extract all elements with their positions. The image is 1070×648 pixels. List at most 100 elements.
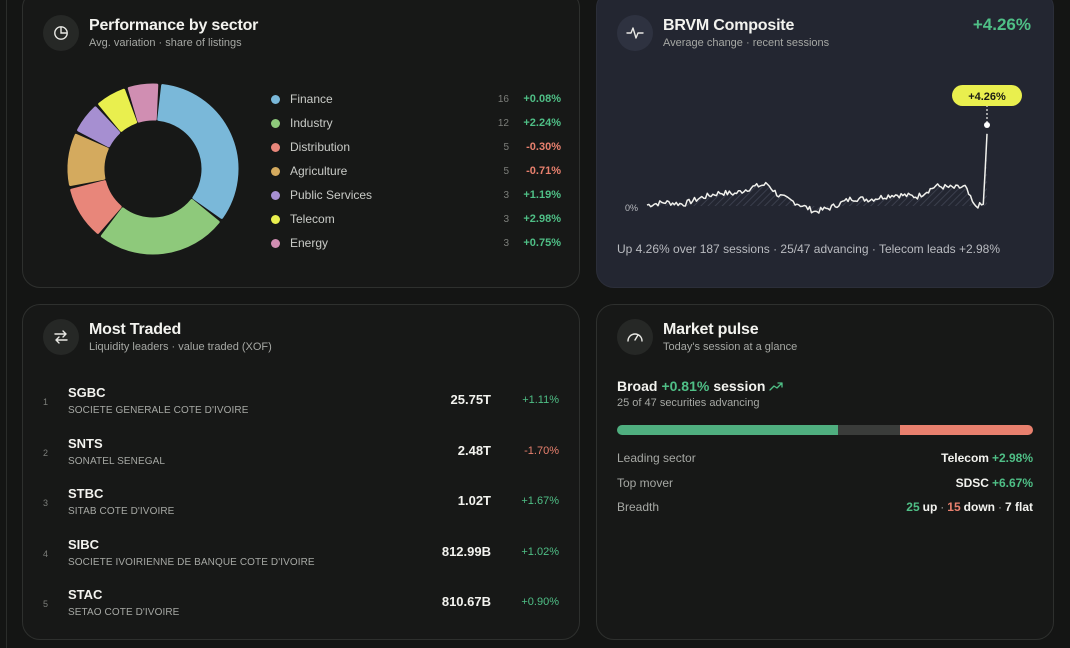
donut-slice-telecom[interactable] [98, 88, 138, 132]
breadth-down-count: 15 [947, 500, 961, 514]
sector-legend-row[interactable]: Telecom 3 +2.98% [271, 207, 561, 231]
market-pulse-card: Market pulse Today's session at a glance… [596, 304, 1054, 640]
traded-rank: 3 [43, 498, 49, 508]
sector-count: 12 [497, 117, 509, 129]
donut-slice-public-services[interactable] [77, 106, 121, 148]
sector-legend: Finance 16 +0.08% Industry 12 +2.24% Distribut… [271, 87, 561, 255]
traded-company-name: SITAB COTE D'IVOIRE [68, 506, 175, 517]
traded-card-subtitle: Liquidity leaders · value traded (XOF) [89, 341, 272, 353]
tooltip-badge [952, 85, 1022, 106]
brvm-sparkline[interactable]: 0% +4.26% [597, 0, 1054, 288]
sector-change: +1.19% [523, 189, 561, 201]
breadth-bar [617, 425, 1033, 435]
sector-legend-row[interactable]: Public Services 3 +1.19% [271, 183, 561, 207]
traded-rank: 1 [43, 397, 49, 407]
breadth-down-word: down [963, 500, 995, 514]
sector-count: 3 [503, 189, 509, 201]
pulse-card-header: Market pulse Today's session at a glance [617, 319, 797, 355]
session-headline-pre: Broad [617, 378, 658, 394]
breadth-sep-2: · [997, 500, 1002, 514]
sector-legend-row[interactable]: Distribution 5 -0.30% [271, 135, 561, 159]
sector-legend-row[interactable]: Finance 16 +0.08% [271, 87, 561, 111]
traded-value: 1.02T [457, 493, 491, 508]
legend-dot [271, 94, 280, 104]
sector-change: +0.75% [523, 237, 561, 249]
breadth-flat: 7 flat [1004, 500, 1033, 514]
brvm-composite-card: BRVM Composite Average change · recent s… [596, 0, 1054, 288]
sector-name: Finance [290, 92, 333, 106]
breadth-up-count: 25 [906, 500, 920, 514]
sector-donut-chart [67, 83, 239, 255]
left-edge-divider [6, 0, 7, 648]
sector-change: +0.08% [523, 93, 561, 105]
donut-slice-distribution[interactable] [70, 180, 122, 234]
traded-change: +1.67% [521, 495, 559, 507]
sector-count: 3 [503, 213, 509, 225]
sector-count: 3 [503, 237, 509, 249]
traded-rank: 4 [43, 548, 49, 559]
top-mover-label: Top mover [617, 476, 674, 490]
sector-count: 16 [497, 93, 509, 105]
traded-change: +0.90% [521, 596, 559, 608]
breadth-bar-flat [838, 425, 901, 435]
sector-legend-row[interactable]: Energy 3 +0.75% [271, 231, 561, 255]
leading-sector-name: Telecom [941, 451, 989, 465]
leading-sector-label: Leading sector [617, 451, 696, 465]
most-traded-card: Most Traded Liquidity leaders · value tr… [22, 304, 580, 640]
traded-change: +1.11% [522, 394, 559, 406]
brvm-change-value: +4.26% [972, 15, 1031, 34]
tooltip-text: +4.26% [968, 91, 1006, 103]
traded-symbol: SNTS [68, 435, 103, 451]
breadth-value: 25 up · 15 down · 7 flat [903, 500, 1033, 514]
brvm-card-header: BRVM Composite Average change · recent s… [617, 15, 829, 51]
breadth-bar-down [900, 425, 1033, 435]
traded-row[interactable]: 5 STAC SETAO COTE D'IVOIRE 810.67B +0.90% [23, 583, 579, 633]
session-headline-change: +0.81% [661, 378, 710, 394]
sector-name: Public Services [290, 188, 373, 202]
traded-value: 2.48T [457, 442, 491, 458]
sector-name: Distribution [290, 140, 351, 154]
sector-name: Industry [290, 116, 333, 130]
donut-slice-industry[interactable] [100, 199, 220, 255]
top-mover-value: SDSC +6.67% [953, 476, 1033, 490]
sector-legend-row[interactable]: Industry 12 +2.24% [271, 111, 561, 135]
traded-symbol: STAC [68, 587, 103, 602]
swap-arrows-icon [43, 319, 79, 355]
traded-rank: 2 [43, 447, 49, 458]
traded-row[interactable]: 2 SNTS SONATEL SENEGAL 2.48T -1.70% [23, 432, 579, 482]
traded-value: 25.75T [450, 392, 491, 407]
traded-row[interactable]: 4 SIBC SOCIETE IVOIRIENNE DE BANQUE COTE D… [23, 533, 579, 583]
brvm-footer-summary: Up 4.26% over 187 sessions · 25/47 advan… [617, 242, 1001, 256]
legend-dot [271, 238, 280, 248]
sector-card-header: Performance by sector Avg. variation · s… [43, 15, 258, 51]
traded-symbol: SIBC [68, 536, 100, 552]
donut-slice-agriculture[interactable] [67, 133, 109, 187]
donut-slice-finance[interactable] [157, 84, 239, 219]
breadth-sep-1: · [940, 500, 945, 514]
traded-company-name: SOCIETE GENERALE COTE D'IVOIRE [68, 405, 249, 416]
sector-card-title: Performance by sector [89, 17, 259, 34]
sector-performance-card: Performance by sector Avg. variation · s… [22, 0, 580, 288]
traded-row[interactable]: 3 STBC SITAB COTE D'IVOIRE 1.02T +1.67% [23, 482, 579, 532]
last-point-marker [984, 122, 990, 128]
donut-slice-energy[interactable] [127, 83, 159, 123]
traded-change: +1.02% [521, 545, 559, 558]
advancing-summary: 25 of 47 securities advancing [617, 397, 760, 409]
pie-chart-icon [43, 15, 79, 51]
leading-sector-change: +2.98% [991, 451, 1033, 465]
traded-row[interactable]: 1 SGBC SOCIETE GENERALE COTE D'IVOIRE 25.75… [23, 381, 579, 431]
breadth-row: Breadth 25 up · 15 down · 7 flat [617, 500, 1033, 514]
traded-symbol: STBC [68, 486, 104, 501]
brvm-card-subtitle: Average change · recent sessions [663, 37, 830, 49]
sector-change: +2.98% [523, 213, 561, 225]
traded-value: 812.99B [441, 543, 491, 559]
traded-company-name: SETAO COTE D'IVOIRE [68, 607, 180, 618]
gauge-icon [617, 319, 653, 355]
legend-dot [271, 142, 280, 152]
sector-legend-row[interactable]: Agriculture 5 -0.71% [271, 159, 561, 183]
traded-company-name: SOCIETE IVOIRIENNE DE BANQUE COTE D'IVOI… [68, 556, 315, 568]
sector-count: 5 [503, 165, 509, 177]
brvm-card-title: BRVM Composite [663, 17, 795, 34]
top-mover-name: SDSC [955, 476, 989, 490]
top-mover-row: Top mover SDSC +6.67% [617, 476, 1033, 490]
